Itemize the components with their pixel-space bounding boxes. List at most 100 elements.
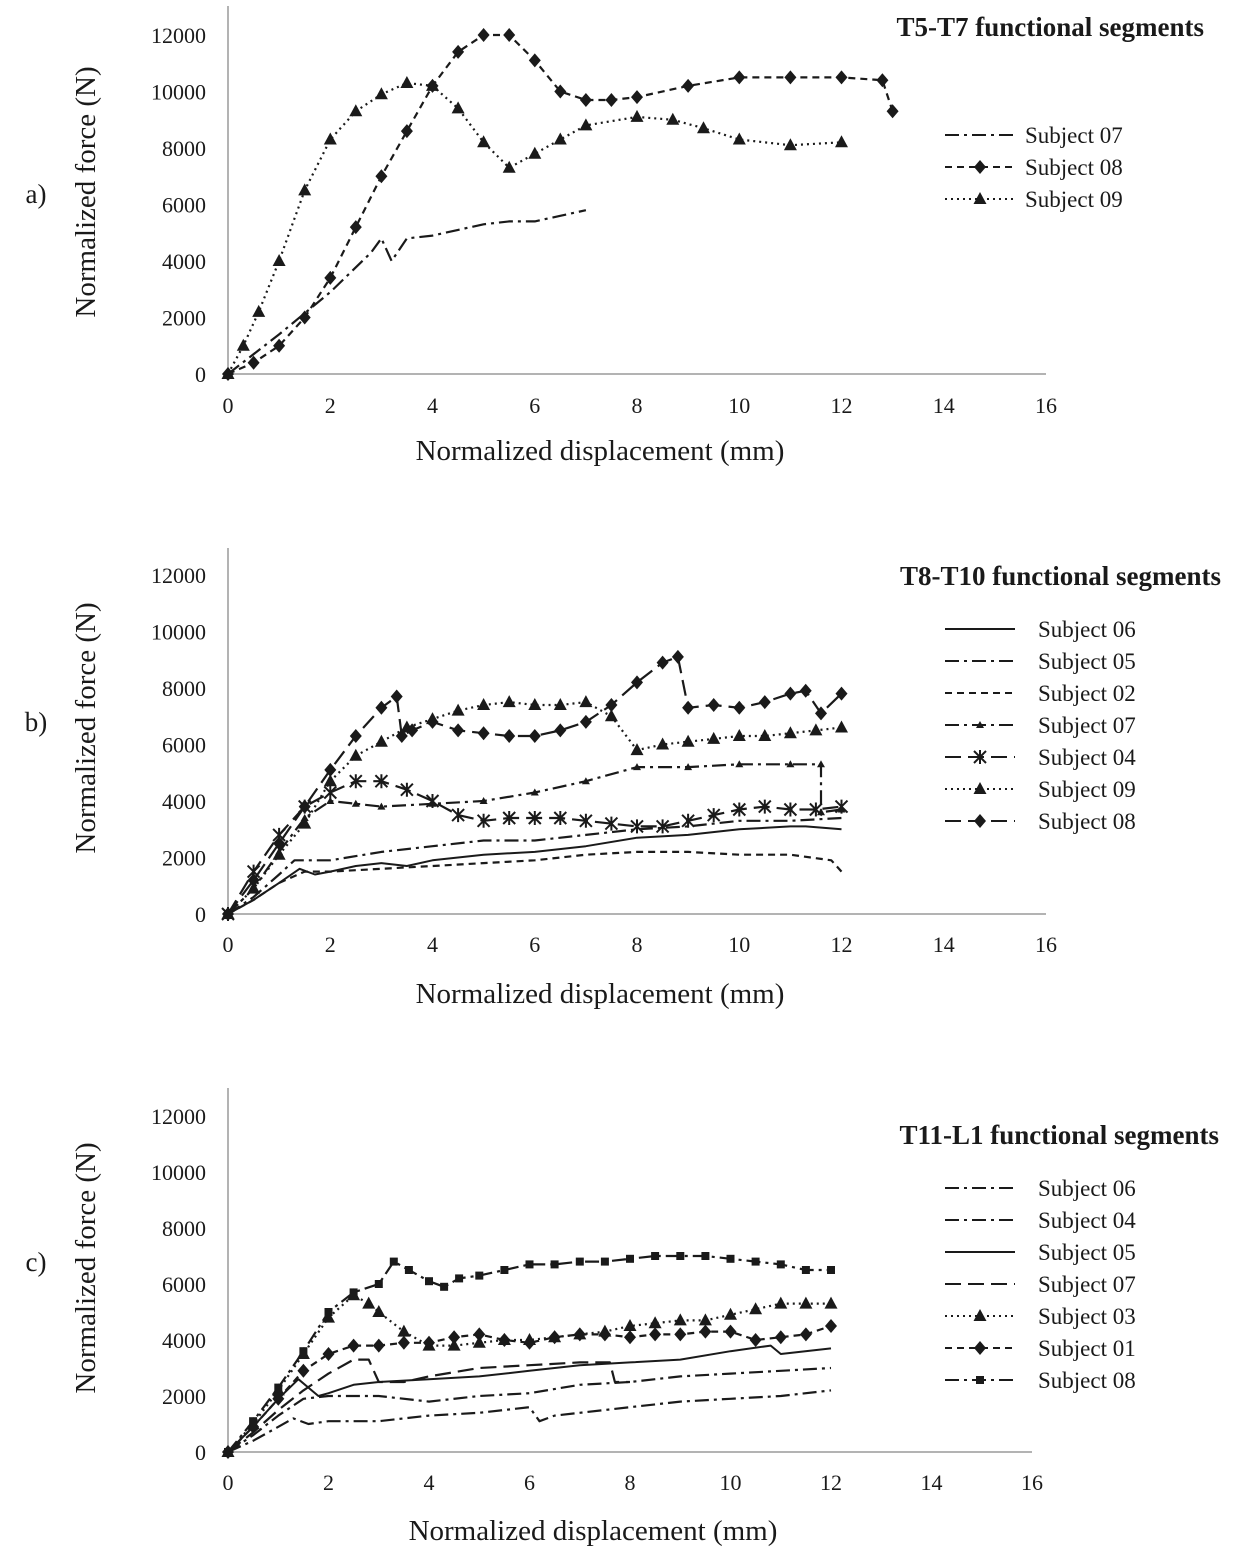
data-point-marker — [274, 1383, 283, 1392]
chart-panel-3: 0 2000 4000 6000 8000 10000 12000 0 2 4 6 8 10 12 14 16… — [26, 1088, 1219, 1547]
y-tick-label: 4000 — [162, 249, 206, 274]
x-tick-label: 4 — [427, 393, 438, 418]
x-tick-label: 16 — [1021, 1470, 1043, 1495]
data-point-marker — [732, 132, 746, 145]
data-point-marker — [400, 124, 413, 139]
data-point-marker — [673, 1313, 687, 1326]
x-tick-label: 10 — [720, 1470, 742, 1495]
series-line — [227, 81, 842, 375]
data-point-marker — [835, 135, 848, 148]
data-point-marker — [249, 1417, 258, 1426]
data-point-marker — [500, 1266, 509, 1274]
data-point-marker — [876, 73, 889, 88]
data-point-marker — [835, 70, 848, 85]
x-tick-label: 14 — [921, 1470, 943, 1495]
x-tick-label: 2 — [325, 932, 336, 957]
x-tick-label: 4 — [424, 1470, 435, 1495]
data-point-marker — [682, 700, 695, 715]
legend-item: Subject 01 — [945, 1336, 1136, 1361]
data-point-marker — [400, 76, 414, 88]
data-point-marker — [477, 28, 490, 42]
data-point-marker — [397, 1324, 411, 1337]
series-subject-05 — [227, 816, 842, 915]
data-point-marker — [648, 1316, 662, 1329]
series-subject-09 — [221, 695, 848, 919]
y-tick-label: 12000 — [151, 1104, 206, 1129]
data-point-marker — [733, 700, 746, 715]
series-line — [227, 1358, 630, 1453]
x-tick-label: 12 — [831, 932, 853, 957]
series-subject-07 — [227, 1358, 630, 1453]
chart-panel-1: 0 2000 4000 6000 8000 10000 12000 0 2 4 6 8 10 12 14 16… — [26, 6, 1204, 467]
x-tick-label: 10 — [728, 393, 750, 418]
panel-label: b) — [25, 707, 48, 737]
data-point-marker — [783, 726, 797, 739]
data-point-marker — [452, 723, 465, 738]
data-point-marker — [749, 1333, 762, 1347]
data-point-marker — [374, 1280, 383, 1288]
legend-label: Subject 07 — [1038, 713, 1136, 738]
y-tick-label: 0 — [195, 902, 206, 927]
data-point-marker — [598, 1327, 611, 1342]
chart-title: T8-T10 functional segments — [900, 561, 1221, 591]
data-point-marker — [825, 1319, 837, 1333]
legend-item: Subject 06 — [945, 1176, 1136, 1201]
data-point-marker — [372, 1305, 386, 1317]
legend-label: Subject 02 — [1038, 681, 1136, 706]
data-point-marker — [475, 1271, 484, 1280]
data-point-marker — [404, 1266, 413, 1274]
series-line — [227, 1254, 831, 1453]
data-point-marker — [349, 1288, 358, 1297]
data-point-marker — [707, 698, 720, 712]
x-tick-label: 16 — [1035, 393, 1057, 418]
data-point-marker — [701, 1252, 710, 1260]
data-point-marker — [324, 1308, 333, 1316]
series-subject-08 — [222, 28, 899, 381]
data-point-marker — [600, 1257, 609, 1266]
data-point-marker — [425, 793, 440, 809]
data-point-marker — [374, 87, 388, 100]
series-line — [227, 850, 843, 915]
data-point-marker — [605, 93, 618, 107]
data-point-marker — [553, 132, 567, 145]
data-point-marker — [473, 1327, 486, 1342]
legend-item: Subject 05 — [945, 1240, 1136, 1265]
series-line — [227, 763, 842, 915]
x-tick-label: 16 — [1035, 932, 1057, 957]
legend-item: Subject 09 — [945, 187, 1123, 212]
x-axis-title: Normalized displacement (mm) — [416, 978, 785, 1010]
data-point-marker — [784, 686, 797, 701]
data-point-marker — [776, 1260, 785, 1269]
data-point-marker — [397, 1335, 410, 1350]
legend-label: Subject 08 — [1025, 155, 1123, 180]
legend-marker — [974, 814, 986, 828]
y-tick-label: 10000 — [151, 620, 206, 645]
series-line — [227, 655, 843, 915]
data-point-marker — [272, 254, 286, 266]
data-point-marker — [626, 1254, 634, 1263]
data-point-marker — [323, 784, 338, 801]
data-point-marker — [224, 1448, 232, 1456]
legend-label: Subject 06 — [1038, 1176, 1136, 1201]
y-tick-label: 8000 — [162, 136, 206, 161]
legend-item: Subject 08 — [945, 155, 1123, 180]
legend-item: Subject 07 — [945, 123, 1123, 148]
data-point-marker — [724, 1324, 737, 1339]
legend-label: Subject 09 — [1038, 777, 1136, 802]
y-axis-title: Normalized force (N) — [70, 66, 102, 317]
legend-item: Subject 06 — [945, 617, 1136, 642]
data-point-marker — [749, 1302, 763, 1315]
x-tick-label: 0 — [223, 932, 234, 957]
data-point-marker — [827, 1266, 835, 1274]
data-point-marker — [297, 1363, 310, 1378]
legend-item: Subject 03 — [945, 1304, 1136, 1329]
y-tick-label: 10000 — [151, 1160, 206, 1185]
y-axis-title: Normalized force (N) — [70, 602, 102, 853]
data-point-marker — [774, 1296, 788, 1309]
data-point-marker — [503, 729, 516, 743]
chart-title: T11-L1 functional segments — [899, 1120, 1219, 1150]
data-point-marker — [758, 729, 772, 741]
x-tick-label: 2 — [323, 1470, 334, 1495]
series-line — [227, 209, 587, 375]
data-point-marker — [528, 729, 541, 743]
